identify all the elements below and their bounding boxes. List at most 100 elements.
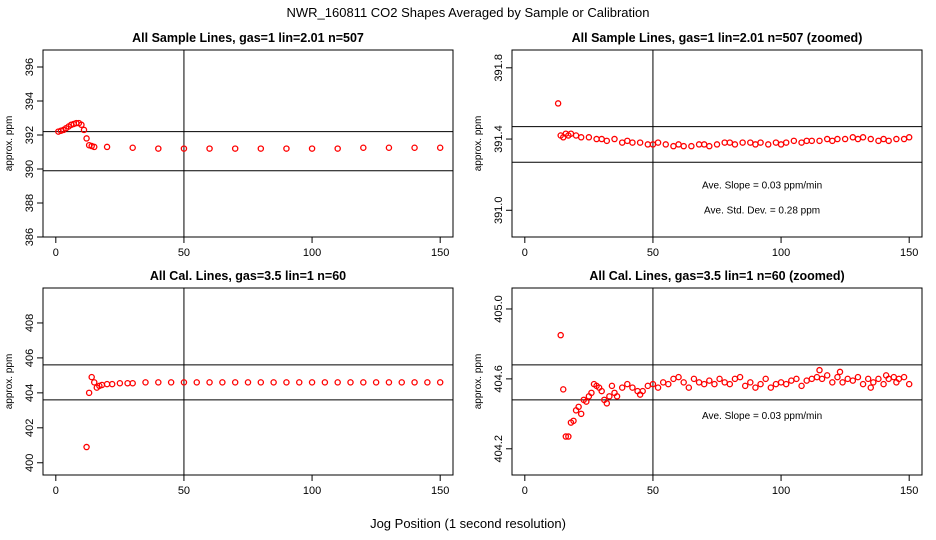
data-point [726, 139, 734, 146]
y-tick-label: 396 [24, 58, 36, 76]
data-point [905, 134, 913, 141]
data-point [231, 379, 239, 386]
data-point [283, 145, 290, 152]
data-point [739, 139, 746, 146]
data-point [713, 141, 721, 148]
data-point [788, 377, 795, 384]
data-point [613, 393, 621, 400]
plot-frame [42, 287, 454, 476]
data-point [624, 137, 631, 145]
data-point [757, 139, 764, 146]
data-point [893, 135, 900, 143]
data-point [116, 379, 124, 387]
data-point [385, 144, 393, 151]
data-point [565, 132, 572, 139]
data-point [554, 100, 562, 107]
data-point [675, 373, 682, 381]
data-point [700, 380, 708, 388]
data-point [839, 379, 846, 386]
data-point [155, 145, 162, 152]
data-point [75, 119, 83, 127]
x-tick-label: 0 [53, 485, 59, 497]
data-point [818, 375, 826, 383]
data-point [334, 145, 341, 152]
data-point [849, 134, 857, 141]
data-point [193, 379, 200, 386]
data-point [308, 379, 316, 386]
data-point [854, 135, 862, 143]
data-point [823, 135, 831, 143]
data-point [844, 375, 851, 383]
data-point [880, 135, 887, 143]
data-point [436, 379, 444, 386]
data-point [257, 379, 265, 386]
figure-title: NWR_160811 CO2 Shapes Averaged by Sample… [286, 5, 650, 20]
data-point [834, 373, 841, 381]
data-point [762, 375, 769, 383]
y-tick-label: 392 [24, 126, 36, 144]
data-point [895, 375, 903, 383]
data-point [636, 391, 644, 398]
data-point [88, 373, 95, 381]
annotation-text: Ave. Std. Dev. = 0.28 ppm [704, 205, 820, 216]
data-point [78, 121, 85, 129]
data-point [321, 379, 329, 386]
y-tick-label: 391.0 [493, 197, 505, 225]
x-tick-label: 150 [900, 247, 918, 259]
data-point [283, 379, 290, 386]
data-point [83, 443, 90, 451]
x-axis-caption: Jog Position (1 second resolution) [370, 516, 566, 531]
data-point [562, 433, 570, 440]
y-tick-label: 390 [24, 160, 36, 178]
data-point [639, 387, 646, 395]
data-point [629, 384, 636, 391]
data-point [598, 135, 605, 143]
data-point [347, 379, 354, 386]
plot-frame [511, 287, 923, 476]
data-point [706, 377, 713, 384]
data-point [836, 368, 844, 376]
data-point [670, 375, 677, 383]
data-point [595, 384, 603, 391]
data-point [649, 141, 657, 148]
data-point [565, 433, 572, 440]
data-point [601, 396, 608, 404]
data-point [854, 373, 862, 381]
data-point [644, 141, 652, 148]
y-tick-label: 394 [24, 92, 36, 110]
data-point [91, 143, 98, 151]
data-point [588, 389, 595, 397]
data-point [893, 379, 900, 386]
y-tick-label: 402 [24, 419, 36, 437]
data-point [560, 386, 567, 393]
data-point [580, 396, 588, 404]
data-point [798, 139, 805, 146]
data-point [849, 377, 857, 384]
y-axis-label: approx. ppm [4, 354, 15, 410]
data-point [603, 400, 611, 407]
data-point [859, 380, 867, 388]
data-point [80, 126, 88, 134]
data-point [670, 142, 677, 150]
data-point [882, 372, 890, 379]
panel-title: All Sample Lines, gas=1 lin=2.01 n=507 (… [572, 31, 863, 45]
data-point [562, 130, 570, 137]
y-tick-label: 405.0 [493, 295, 505, 323]
data-point [577, 410, 585, 418]
data-point [598, 387, 605, 395]
data-point [867, 384, 875, 391]
data-point [593, 135, 600, 143]
x-tick-label: 50 [647, 247, 659, 259]
data-point [411, 379, 418, 386]
data-point [295, 379, 303, 386]
data-point [557, 132, 564, 139]
data-point [572, 132, 580, 139]
data-point [424, 379, 431, 386]
data-point [155, 379, 162, 386]
x-tick-label: 100 [772, 247, 790, 259]
data-point [180, 379, 188, 386]
y-tick-label: 408 [24, 314, 36, 332]
data-point [816, 366, 823, 374]
